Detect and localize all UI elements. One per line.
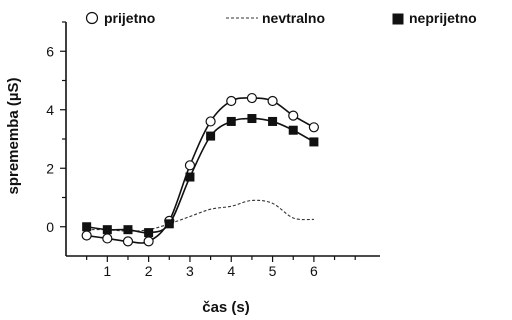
axes: 1 2 3 4 5 6 0 2 4 6 xyxy=(46,21,380,279)
point-neprijetno-3 xyxy=(144,228,154,238)
y-tick-label-6: 6 xyxy=(46,43,54,59)
legend-label-prijetno: prijetno xyxy=(104,10,155,26)
x-tick-label-2: 2 xyxy=(145,263,153,279)
y-axis-title: sprememba (µS) xyxy=(5,77,22,194)
point-neprijetno-11 xyxy=(309,137,319,147)
point-prijetno-10 xyxy=(288,110,299,121)
point-neprijetno-6 xyxy=(206,131,216,141)
point-neprijetno-1 xyxy=(102,225,112,235)
series-line-neprijetno xyxy=(86,117,315,234)
series-layer xyxy=(81,92,319,247)
point-neprijetno-4 xyxy=(164,219,174,229)
point-prijetno-7 xyxy=(226,95,237,107)
series-line-prijetno xyxy=(86,97,315,244)
point-prijetno-2 xyxy=(122,236,134,247)
x-tick-label-1: 1 xyxy=(103,263,111,279)
point-prijetno-1 xyxy=(102,233,113,244)
point-neprijetno-2 xyxy=(123,225,133,235)
x-axis-title: čas (s) xyxy=(202,299,250,316)
series-line-nevtralno xyxy=(86,199,314,232)
y-tick-label-4: 4 xyxy=(46,102,54,118)
legend-label-neprijetno: neprijetno xyxy=(409,10,477,26)
point-prijetno-6 xyxy=(205,116,216,127)
point-neprijetno-8 xyxy=(247,114,257,124)
point-neprijetno-0 xyxy=(82,222,92,232)
x-tick-label-4: 4 xyxy=(227,263,235,279)
legend-marker-neprijetno xyxy=(392,13,404,25)
point-neprijetno-5 xyxy=(185,172,195,182)
point-neprijetno-9 xyxy=(268,116,278,126)
point-neprijetno-10 xyxy=(288,125,298,135)
point-prijetno-9 xyxy=(267,95,278,107)
point-prijetno-3 xyxy=(143,236,154,247)
point-prijetno-0 xyxy=(81,230,92,241)
x-tick-label-3: 3 xyxy=(186,263,194,279)
x-tick-label-5: 5 xyxy=(269,263,277,279)
legend-label-nevtralno: nevtralno xyxy=(262,10,325,26)
y-tick-label-2: 2 xyxy=(46,160,54,176)
legend: prijetno nevtralno neprijetno xyxy=(85,10,477,26)
legend-marker-prijetno xyxy=(85,11,99,25)
x-tick-label-6: 6 xyxy=(310,263,318,279)
point-prijetno-8 xyxy=(246,92,258,104)
point-prijetno-11 xyxy=(308,122,319,133)
y-tick-label-0: 0 xyxy=(46,219,54,235)
point-neprijetno-7 xyxy=(226,116,236,126)
